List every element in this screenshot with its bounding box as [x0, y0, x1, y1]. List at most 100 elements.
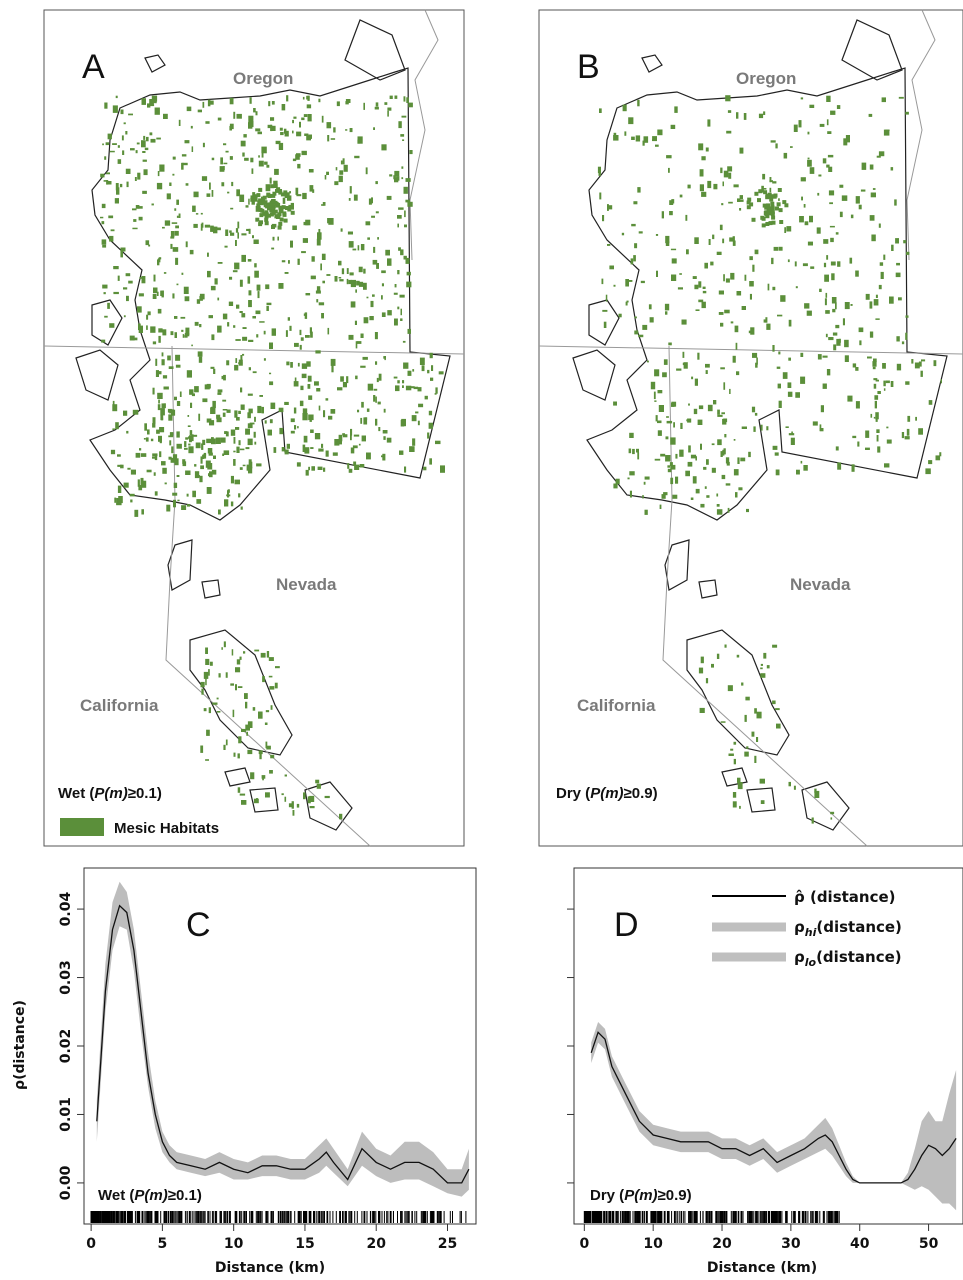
habitat-patch [788, 433, 795, 436]
habitat-patch [205, 759, 209, 761]
habitat-patch [169, 440, 172, 446]
habitat-patch [239, 448, 245, 451]
habitat-patch [101, 203, 106, 209]
habitat-patch [373, 127, 375, 130]
habitat-patch [286, 361, 290, 366]
x-tick-label: 20 [366, 1236, 386, 1252]
habitat-patch [104, 156, 107, 160]
habitat-patch [199, 475, 203, 483]
habitat-patch [149, 99, 154, 107]
x-tick-label: 10 [643, 1236, 663, 1252]
habitat-patch [615, 478, 620, 485]
habitat-patch [316, 388, 321, 392]
habitat-patch [225, 150, 229, 153]
habitat-patch [700, 443, 702, 450]
habitat-patch [128, 113, 133, 116]
habitat-patch [850, 214, 854, 219]
habitat-patch [355, 289, 357, 293]
habitat-patch [397, 215, 402, 219]
habitat-patch [141, 140, 146, 148]
habitat-patch [663, 492, 668, 496]
habitat-patch [940, 379, 942, 384]
habitat-patch [247, 438, 253, 446]
habitat-patch [398, 207, 404, 210]
habitat-patch [769, 197, 774, 202]
habitat-patch [354, 155, 360, 159]
habitat-patch [679, 449, 684, 457]
habitat-patch [875, 294, 878, 298]
habitat-patch [264, 722, 268, 725]
habitat-patch [770, 201, 775, 206]
habitat-patch [638, 334, 644, 338]
habitat-patch [172, 454, 178, 460]
habitat-patch [114, 198, 119, 204]
habitat-patch [653, 391, 656, 400]
habitat-patch [358, 281, 364, 287]
habitat-patch [221, 182, 225, 187]
habitat-patch [705, 370, 708, 374]
habitat-patch [302, 192, 307, 200]
habitat-patch [878, 151, 885, 157]
habitat-patch [163, 113, 168, 119]
habitat-patch [857, 441, 860, 447]
habitat-patch [175, 364, 181, 368]
habitat-patch [345, 99, 351, 103]
habitat-patch [181, 162, 184, 170]
habitat-patch [248, 122, 253, 129]
habitat-patch [247, 749, 253, 755]
habitat-patch [247, 423, 253, 429]
habitat-patch [403, 255, 407, 260]
habitat-patch [635, 135, 641, 142]
habitat-patch [811, 817, 814, 824]
habitat-patch [161, 461, 166, 466]
habitat-patch [784, 203, 789, 208]
habitat-patch [357, 409, 360, 413]
habitat-patch [184, 441, 187, 447]
habitat-patch [631, 136, 635, 140]
habitat-patch [112, 143, 117, 145]
habitat-patch [310, 447, 314, 449]
habitat-patch [733, 758, 736, 765]
habitat-patch [807, 159, 812, 167]
habitat-patch [602, 215, 605, 222]
habitat-patch [227, 490, 230, 498]
habitat-patch [754, 708, 757, 714]
habitat-patch [768, 194, 772, 199]
habitat-patch [189, 435, 192, 443]
habitat-patch [708, 239, 711, 245]
habitat-patch [192, 205, 196, 212]
habitat-patch [214, 278, 218, 285]
habitat-patch [106, 172, 110, 175]
habitat-patch [101, 339, 106, 343]
habitat-patch [248, 367, 251, 371]
habitat-patch [925, 468, 931, 475]
habitat-patch [305, 293, 311, 296]
habitat-patch [317, 232, 322, 240]
habitat-patch [184, 296, 190, 302]
habitat-patch [360, 365, 366, 368]
habitat-patch [296, 194, 302, 197]
habitat-patch [259, 752, 262, 760]
habitat-patch [394, 177, 399, 183]
habitat-patch [272, 191, 277, 196]
habitat-patch [277, 236, 279, 241]
habitat-patch [169, 182, 172, 186]
habitat-patch [233, 325, 236, 328]
habitat-patch [178, 119, 181, 126]
habitat-patch [890, 167, 894, 171]
habitat-patch [203, 452, 207, 456]
habitat-patch [633, 201, 638, 205]
habitat-patch [800, 177, 806, 182]
habitat-patch [702, 286, 706, 289]
habitat-patch [699, 169, 704, 177]
habitat-patch [266, 745, 271, 750]
habitat-patch [308, 395, 313, 400]
habitat-patch [824, 298, 827, 306]
habitat-patch [302, 96, 305, 100]
habitat-patch [240, 387, 243, 393]
x-tick-label: 25 [438, 1236, 457, 1252]
habitat-patch [174, 332, 177, 338]
habitat-patch [877, 391, 881, 394]
habitat-patch [301, 150, 307, 156]
habitat-patch [299, 400, 304, 407]
